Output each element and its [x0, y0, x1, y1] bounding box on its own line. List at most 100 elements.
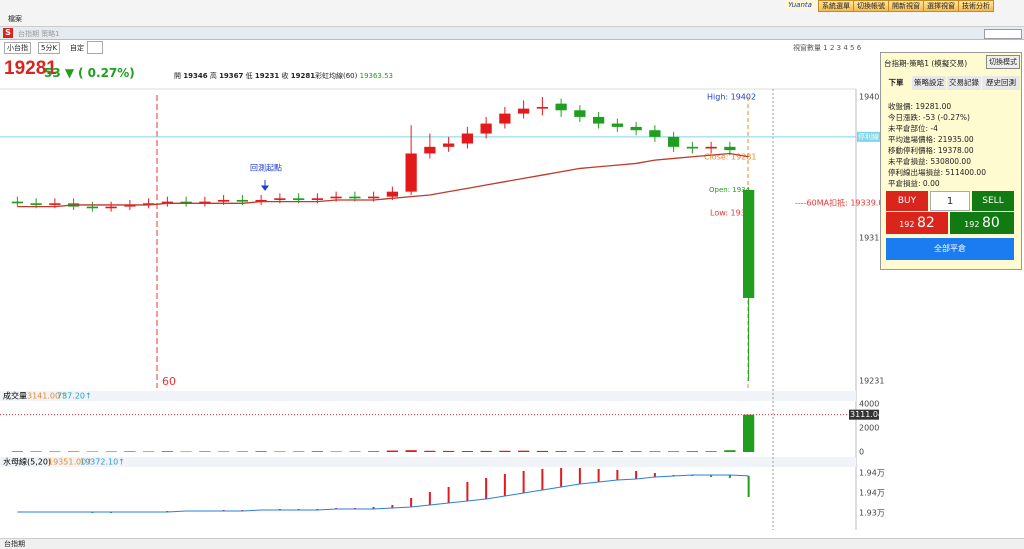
candle-body — [386, 191, 398, 197]
candle-body — [274, 198, 286, 200]
volume-bar — [143, 451, 155, 453]
volume-bar — [30, 451, 42, 452]
count[interactable]: 2 — [829, 44, 835, 52]
volume-bar — [293, 451, 305, 452]
low-annotation: Low: 1933 — [710, 209, 751, 218]
value: 19346 — [183, 72, 208, 80]
custom-input[interactable] — [87, 41, 103, 54]
menu-button[interactable]: 切換帳號 — [853, 0, 889, 12]
backtest-label: 回測起點 — [250, 163, 282, 173]
label: 視窗數量 — [793, 44, 821, 52]
menu-button[interactable]: 技術分析 — [958, 0, 994, 12]
open-annotation: Open: 1934 — [709, 186, 751, 194]
volume-bar — [593, 451, 605, 452]
ask-button[interactable]: 192 80 — [950, 212, 1014, 234]
close-all-button[interactable]: 全部平倉 — [886, 238, 1014, 260]
candle-body — [105, 206, 117, 209]
last-price: 19281 — [4, 58, 57, 79]
label: 開 — [174, 72, 181, 80]
volume-bar — [536, 450, 548, 452]
volume-bar — [668, 451, 680, 452]
candle-body — [293, 198, 305, 200]
candle-body — [161, 201, 173, 204]
volume-bar — [49, 451, 61, 453]
mode-button[interactable]: 切換模式 — [986, 55, 1020, 69]
volume-bar — [724, 450, 736, 452]
bid-prefix: 192 — [899, 220, 915, 229]
period-select[interactable]: 5分K — [38, 42, 61, 54]
y-tick-label: 19402 — [859, 93, 884, 102]
label: 收 — [281, 72, 289, 80]
volume-bar — [686, 451, 698, 452]
volume-bar — [574, 451, 586, 452]
count[interactable]: 3 — [836, 44, 842, 52]
ask-price: 80 — [982, 215, 1000, 231]
stop-label-bg — [857, 131, 881, 142]
y-tick-label: 1.93万 — [859, 509, 885, 518]
qty-input[interactable]: 1 — [930, 191, 970, 211]
panel-line: 未平倉損益: 530800.00 — [888, 157, 971, 166]
candle-body — [743, 190, 755, 298]
count[interactable]: 4 — [843, 44, 848, 52]
tab[interactable]: 下單 — [881, 76, 911, 90]
count[interactable]: 1 — [823, 44, 828, 52]
bid-button[interactable]: 192 82 — [886, 212, 948, 234]
volume-bar — [218, 451, 230, 453]
volume-bar — [743, 414, 755, 452]
candle-body — [574, 110, 586, 117]
ma-legend: 彩虹均線(60) 19363.53 — [315, 71, 393, 81]
sell-button[interactable]: SELL — [972, 191, 1014, 211]
volume-bar — [405, 450, 417, 452]
volume-bar — [386, 450, 398, 452]
symbol-select[interactable]: 小台指 — [4, 42, 31, 54]
panel-line: 平均進場價格: 21935.00 — [888, 135, 974, 144]
volume-bar — [124, 451, 136, 452]
file-menu[interactable]: 檔案 — [8, 15, 22, 23]
panel-line: 停利線出場損益: 511400.00 — [888, 168, 986, 177]
volume-bar — [480, 450, 492, 452]
tab[interactable]: 交易記錄 — [947, 76, 981, 90]
candle-body — [593, 116, 605, 124]
candle-body — [180, 201, 192, 204]
volume-v2: 737.20↑ — [57, 392, 92, 401]
window-icon: S — [3, 28, 13, 38]
candle-body — [311, 198, 323, 200]
y-tick-label: 0 — [859, 448, 864, 457]
price-change: 53 ▼ — [44, 66, 75, 80]
volume-label-bg — [849, 409, 879, 420]
value: 19231 — [254, 72, 280, 80]
jelly-slow-line — [17, 474, 749, 513]
window-titlebar — [0, 27, 1024, 40]
panel-header — [0, 391, 856, 401]
high-annotation: High: 19402 — [707, 93, 756, 102]
buy-button[interactable]: BUY — [886, 191, 928, 211]
window-title: 台指期 策略1 — [18, 30, 60, 38]
volume-bar — [11, 451, 23, 452]
candle-body — [49, 203, 61, 205]
statusbar — [0, 538, 1024, 549]
volume-bar — [499, 450, 511, 452]
volume-bar — [161, 451, 173, 452]
status-text: 台指期 — [4, 540, 25, 548]
count[interactable]: 6 — [856, 44, 862, 52]
ma-start-label: 60 — [162, 375, 176, 388]
label: 低 — [245, 72, 253, 80]
jelly-v2: 19372.10↑ — [80, 458, 125, 467]
candle-body — [218, 199, 230, 202]
logo: Yuanta — [785, 0, 815, 10]
panel-line: 收盤價: 19281.00 — [888, 102, 952, 111]
tab[interactable]: 歷史回測 — [982, 76, 1020, 90]
volume-bar — [105, 451, 117, 453]
volume-bar — [274, 451, 286, 453]
volume-bar — [424, 450, 436, 452]
volume-bar — [255, 451, 267, 452]
tab[interactable]: 策略設定 — [912, 76, 946, 90]
count[interactable]: 5 — [850, 44, 855, 52]
candle-body — [630, 126, 642, 131]
candle-body — [555, 103, 567, 111]
window-controls[interactable] — [984, 29, 1022, 39]
candle-body — [124, 204, 136, 207]
label: 高 — [209, 72, 217, 80]
backtest-arrow — [261, 180, 269, 191]
